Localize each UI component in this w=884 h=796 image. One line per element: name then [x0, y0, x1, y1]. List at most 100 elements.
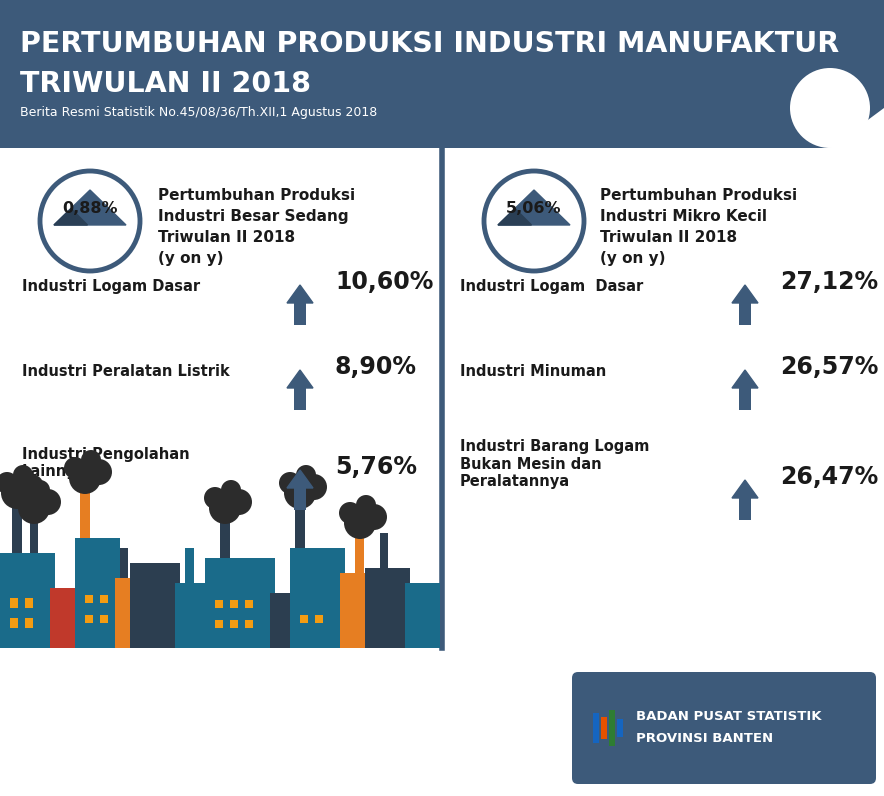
Polygon shape [498, 190, 570, 225]
Bar [205, 558, 275, 648]
Text: 10,60%: 10,60% [335, 270, 433, 294]
Circle shape [284, 477, 316, 509]
Polygon shape [732, 370, 758, 388]
Circle shape [361, 504, 387, 530]
Text: Industri Besar Sedang: Industri Besar Sedang [158, 209, 348, 224]
Text: 0,88%: 0,88% [62, 201, 118, 216]
Text: 5,76%: 5,76% [335, 455, 417, 479]
Bar [739, 498, 751, 520]
Polygon shape [287, 285, 313, 303]
Bar [609, 710, 615, 746]
Bar [230, 620, 238, 628]
Polygon shape [0, 0, 884, 148]
Circle shape [30, 480, 50, 500]
Text: BADAN PUSAT STATISTIK: BADAN PUSAT STATISTIK [636, 709, 821, 723]
Circle shape [13, 465, 33, 485]
Text: TRIWULAN II 2018: TRIWULAN II 2018 [20, 70, 311, 98]
Circle shape [344, 507, 376, 539]
Bar [380, 533, 388, 568]
Bar [75, 538, 120, 648]
Bar [739, 388, 751, 410]
Circle shape [339, 502, 361, 524]
Text: 27,12%: 27,12% [780, 270, 878, 294]
Text: Pertumbuhan Produksi: Pertumbuhan Produksi [600, 188, 797, 203]
Bar [0, 553, 55, 648]
Bar [10, 598, 18, 608]
Bar [294, 488, 306, 510]
Circle shape [1, 477, 33, 509]
Bar [601, 717, 607, 739]
Bar [100, 595, 108, 603]
Bar [220, 518, 230, 558]
Bar [185, 548, 194, 583]
Bar [25, 618, 33, 628]
Circle shape [13, 487, 35, 509]
Bar [50, 588, 80, 648]
Bar [25, 598, 33, 608]
Bar [230, 600, 238, 608]
Bar [130, 563, 180, 648]
Bar [115, 578, 135, 648]
Bar [294, 303, 306, 325]
Text: Industri Barang Logam
Bukan Mesin dan
Peralatannya: Industri Barang Logam Bukan Mesin dan Pe… [460, 439, 650, 489]
FancyBboxPatch shape [572, 672, 876, 784]
Text: Triwulan II 2018: Triwulan II 2018 [158, 230, 295, 245]
Polygon shape [287, 470, 313, 488]
Text: PERTUMBUHAN PRODUKSI INDUSTRI MANUFAKTUR: PERTUMBUHAN PRODUKSI INDUSTRI MANUFAKTUR [20, 30, 839, 58]
Circle shape [221, 480, 241, 500]
Bar [12, 508, 22, 553]
Circle shape [279, 472, 301, 494]
Bar [10, 618, 18, 628]
Bar [100, 615, 108, 623]
Text: 5,06%: 5,06% [507, 201, 561, 216]
Polygon shape [54, 190, 126, 225]
Bar [355, 535, 364, 573]
Bar [245, 600, 253, 608]
Bar [290, 548, 345, 648]
Bar [85, 595, 93, 603]
Text: Berita Resmi Statistik No.45/08/36/Th.XII,1 Agustus 2018: Berita Resmi Statistik No.45/08/36/Th.XI… [20, 106, 377, 119]
Text: (y on y): (y on y) [600, 251, 666, 266]
Text: Pertumbuhan Produksi: Pertumbuhan Produksi [158, 188, 355, 203]
Polygon shape [498, 209, 531, 225]
Polygon shape [732, 285, 758, 303]
Circle shape [790, 68, 870, 148]
Bar [294, 388, 306, 410]
Circle shape [18, 492, 50, 524]
Circle shape [0, 472, 18, 494]
Bar [80, 488, 90, 538]
Bar [85, 615, 93, 623]
Circle shape [81, 450, 101, 470]
Text: Industri Logam  Dasar: Industri Logam Dasar [460, 279, 644, 294]
Circle shape [35, 489, 61, 515]
Bar [215, 600, 223, 608]
Bar [270, 593, 295, 648]
Bar [215, 620, 223, 628]
Circle shape [86, 459, 112, 485]
Bar [365, 568, 410, 648]
Text: PROVINSI BANTEN: PROVINSI BANTEN [636, 732, 774, 744]
Text: 26,57%: 26,57% [780, 355, 879, 379]
Polygon shape [732, 480, 758, 498]
Text: Industri Pengolahan
Lainnya: Industri Pengolahan Lainnya [22, 447, 190, 479]
Circle shape [209, 492, 241, 524]
Bar [593, 713, 599, 743]
Bar [340, 573, 370, 648]
Text: Industri Mikro Kecil: Industri Mikro Kecil [600, 209, 767, 224]
Bar [617, 719, 623, 737]
Polygon shape [54, 209, 88, 225]
Circle shape [301, 474, 327, 500]
Bar [30, 518, 38, 553]
Circle shape [64, 457, 86, 479]
Bar [315, 615, 323, 623]
Text: Triwulan II 2018: Triwulan II 2018 [600, 230, 737, 245]
Circle shape [226, 489, 252, 515]
Bar [120, 548, 128, 578]
Bar [245, 620, 253, 628]
Bar [295, 503, 305, 548]
Circle shape [484, 171, 584, 271]
Circle shape [69, 462, 101, 494]
Bar [175, 583, 210, 648]
Text: 8,90%: 8,90% [335, 355, 417, 379]
Bar [739, 303, 751, 325]
